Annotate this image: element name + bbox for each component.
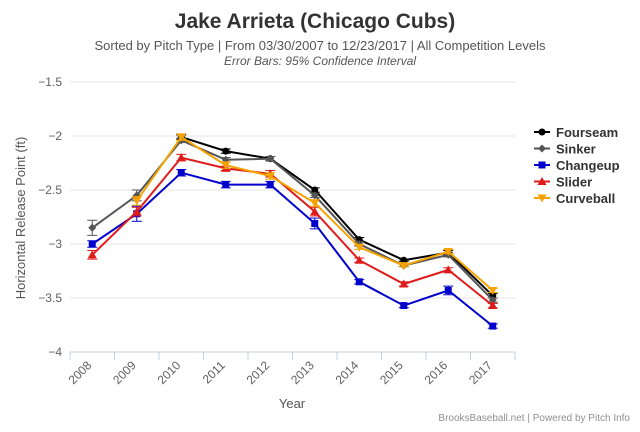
changeup-point xyxy=(222,181,230,189)
legend-item-curveball[interactable]: Curveball xyxy=(534,191,615,206)
fourseam-point xyxy=(311,186,319,194)
x-tick-label: 2008 xyxy=(66,358,95,387)
sinker-point xyxy=(488,296,497,305)
legend-item-fourseam[interactable]: Fourseam xyxy=(534,125,618,140)
y-axis-ticks: −1.5 −2 −2.5 −3 −3.5 −4 xyxy=(38,75,62,359)
curveball-point xyxy=(443,248,453,257)
legend-label: Fourseam xyxy=(556,125,618,140)
x-tick-label: 2011 xyxy=(200,358,228,386)
x-tick-label: 2014 xyxy=(333,358,362,387)
series-layer xyxy=(87,133,498,330)
legend-marker-symbol xyxy=(538,161,546,169)
changeup-line xyxy=(91,171,494,327)
legend-marker-symbol xyxy=(537,194,547,203)
sinker-point xyxy=(88,223,97,232)
x-tick-label: 2009 xyxy=(110,358,139,387)
y-tick-label: −3.5 xyxy=(38,291,62,305)
chart-subtitle: Sorted by Pitch Type | From 03/30/2007 t… xyxy=(95,38,546,53)
fourseam-point xyxy=(222,147,230,155)
legend-label: Curveball xyxy=(556,191,615,206)
fourseam-point xyxy=(400,256,408,264)
sinker-point xyxy=(266,154,275,163)
y-axis-label: Horizontal Release Point (ft) xyxy=(13,137,28,300)
slider-point xyxy=(354,255,364,264)
changeup-point xyxy=(266,181,274,189)
x-axis-label: Year xyxy=(279,396,306,411)
series-curveball xyxy=(131,133,498,295)
slider-point xyxy=(399,279,409,288)
legend-label: Slider xyxy=(556,175,592,190)
x-tick-label: 2010 xyxy=(155,358,184,387)
changeup-point xyxy=(489,322,497,330)
slider-point xyxy=(488,301,498,310)
x-axis-ticks: 2008 2009 2010 2011 2012 2013 2014 2015 2016 2017 xyxy=(66,352,516,387)
sinker-point xyxy=(310,191,319,200)
x-tick-label: 2016 xyxy=(422,358,451,387)
curveball-point xyxy=(265,172,275,181)
legend-label: Changeup xyxy=(556,158,620,173)
slider-point xyxy=(132,207,142,216)
slider-point xyxy=(87,250,97,259)
slider-point xyxy=(443,265,453,274)
legend-item-slider[interactable]: Slider xyxy=(534,175,592,190)
x-tick-label: 2017 xyxy=(466,358,495,387)
chart-title: Jake Arrieta (Chicago Cubs) xyxy=(175,10,455,33)
slider-point xyxy=(176,153,186,162)
y-tick-label: −3 xyxy=(48,237,62,251)
legend-item-changeup[interactable]: Changeup xyxy=(534,158,620,173)
y-tick-label: −2.5 xyxy=(38,183,62,197)
slider-line xyxy=(91,156,494,307)
slider-point xyxy=(310,207,320,216)
changeup-point xyxy=(177,169,185,177)
y-tick-label: −4 xyxy=(48,345,62,359)
curveball-point xyxy=(488,286,498,295)
curveball-point xyxy=(399,262,409,271)
y-tick-label: −1.5 xyxy=(38,75,62,89)
curveball-point xyxy=(221,161,231,170)
changeup-point xyxy=(88,240,96,248)
changeup-point xyxy=(311,219,319,227)
series-sinker xyxy=(87,136,498,305)
x-tick-label: 2012 xyxy=(244,358,273,387)
series-slider xyxy=(87,153,498,310)
legend-label: Sinker xyxy=(556,142,596,157)
changeup-point xyxy=(355,278,363,286)
changeup-point xyxy=(400,302,408,310)
legend-item-sinker[interactable]: Sinker xyxy=(534,142,596,157)
curveball-point xyxy=(176,133,186,142)
legend-marker-symbol xyxy=(538,144,546,153)
y-tick-label: −2 xyxy=(48,129,62,143)
credit-text: BrooksBaseball.net | Powered by Pitch In… xyxy=(438,413,630,424)
curveball-point xyxy=(132,197,142,206)
x-tick-label: 2013 xyxy=(288,358,317,387)
x-tick-label: 2015 xyxy=(377,358,406,387)
curveball-point xyxy=(354,243,364,252)
legend-marker-symbol xyxy=(538,128,546,136)
changeup-point xyxy=(444,286,452,294)
chart-subtitle-error-bars: Error Bars: 95% Confidence Interval xyxy=(224,54,416,68)
legend-marker-symbol xyxy=(537,177,547,185)
curveball-point xyxy=(310,199,320,208)
sinker-line xyxy=(91,139,494,301)
